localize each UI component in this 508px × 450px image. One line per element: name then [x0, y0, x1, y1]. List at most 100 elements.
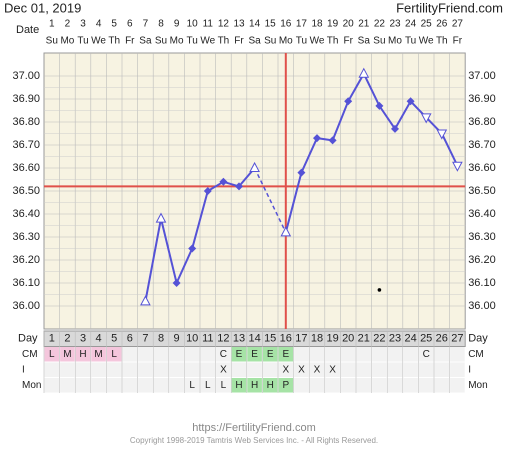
table-cell — [403, 362, 418, 377]
day-number: 16 — [280, 333, 292, 345]
date-number: 6 — [127, 19, 133, 30]
weekday: Sa — [358, 36, 371, 47]
day-number: 25 — [420, 333, 432, 345]
table-cell — [356, 378, 372, 393]
table-cell — [325, 378, 340, 393]
weekday: Su — [46, 36, 58, 47]
cell-text: L — [111, 349, 117, 360]
table-cell — [262, 347, 278, 362]
table-cell — [356, 347, 372, 362]
point — [328, 136, 337, 145]
point — [297, 168, 306, 177]
point — [406, 97, 415, 106]
table-cell — [91, 362, 106, 377]
day-number: 6 — [127, 333, 133, 345]
date-number: 14 — [249, 19, 261, 30]
day-number: 12 — [217, 333, 229, 345]
date-number: 9 — [174, 19, 180, 30]
table-cell — [387, 362, 403, 377]
table-cell — [309, 378, 325, 393]
point — [313, 134, 321, 143]
table-cell — [184, 378, 200, 393]
table-cell — [294, 362, 309, 377]
table-cell — [247, 362, 262, 377]
date-number: 26 — [436, 19, 448, 30]
table-cell — [434, 347, 450, 362]
y-tick-label-right: 36.10 — [468, 277, 496, 289]
point — [172, 279, 181, 287]
table-cell — [91, 347, 106, 362]
day-number: 9 — [174, 333, 180, 345]
footer-url: https://FertilityFriend.com — [192, 422, 315, 434]
y-tick-label: 36.60 — [12, 162, 40, 174]
y-tick-label: 36.40 — [12, 208, 40, 220]
table-cell — [153, 362, 169, 377]
day-number: 15 — [264, 333, 276, 345]
y-tick-label: 36.80 — [12, 116, 40, 128]
cell-text: L — [205, 380, 211, 391]
point-open — [436, 129, 448, 140]
table-cell — [294, 378, 309, 393]
table-cell — [262, 362, 278, 377]
weekday: Tu — [77, 36, 88, 47]
row-label-right: I — [468, 364, 471, 375]
table-cell — [184, 347, 200, 362]
table-cell — [434, 378, 450, 393]
dot — [377, 288, 382, 292]
table-cell — [231, 362, 247, 377]
table-cell — [200, 347, 216, 362]
table-cell — [309, 347, 325, 362]
table-cell — [60, 362, 75, 377]
table-cell — [356, 362, 372, 377]
table-cell — [106, 362, 122, 377]
point-open — [140, 295, 151, 306]
table-cell — [418, 362, 434, 377]
table-cell — [450, 362, 465, 377]
weekday: Fr — [453, 36, 463, 47]
cell-text: M — [63, 349, 71, 360]
point — [219, 177, 228, 186]
weekday: Su — [373, 36, 385, 47]
weekday: Tu — [187, 36, 198, 47]
cell-text: X — [298, 364, 305, 375]
table-cell — [75, 378, 91, 393]
y-tick-label-right: 36.40 — [468, 208, 496, 220]
date-number: 15 — [265, 19, 277, 30]
day-number: 24 — [404, 333, 416, 345]
chart-title: Dec 01, 2019 — [4, 0, 81, 15]
table-cell — [60, 378, 75, 393]
table-cell — [450, 347, 465, 362]
table-cell — [216, 362, 231, 377]
cell-text: H — [79, 349, 86, 360]
date-number: 24 — [405, 19, 417, 30]
row-label: I — [22, 364, 25, 375]
table-cell — [138, 347, 153, 362]
table-cell — [44, 347, 60, 362]
cell-text: H — [235, 380, 242, 391]
y-tick-label: 36.10 — [12, 277, 40, 289]
date-number: 4 — [96, 19, 102, 30]
weekday: Fr — [125, 36, 135, 47]
day-number: 13 — [233, 333, 245, 345]
row-label: CM — [22, 349, 38, 360]
weekday: We — [200, 36, 215, 47]
temperature-line — [284, 71, 459, 233]
day-number: 27 — [451, 333, 463, 345]
day-number: 8 — [158, 333, 164, 345]
y-tick-label-right: 36.80 — [468, 116, 496, 128]
table-cell — [418, 347, 434, 362]
date-number: 13 — [233, 19, 245, 30]
day-number: 5 — [111, 333, 117, 345]
y-tick-label-right: 37.00 — [468, 70, 496, 82]
y-tick-label-right: 36.60 — [468, 162, 496, 174]
cell-text: H — [251, 380, 258, 391]
day-number: 1 — [49, 333, 55, 345]
day-number: 7 — [142, 333, 148, 345]
table-cell — [122, 378, 138, 393]
cell-text: L — [49, 349, 55, 360]
weekday: Mo — [60, 36, 74, 47]
date-number: 21 — [358, 19, 370, 30]
footer-copyright: Copyright 1998-2019 Tamtris Web Services… — [130, 436, 378, 445]
day-number: 14 — [248, 333, 260, 345]
weekday: We — [91, 36, 106, 47]
